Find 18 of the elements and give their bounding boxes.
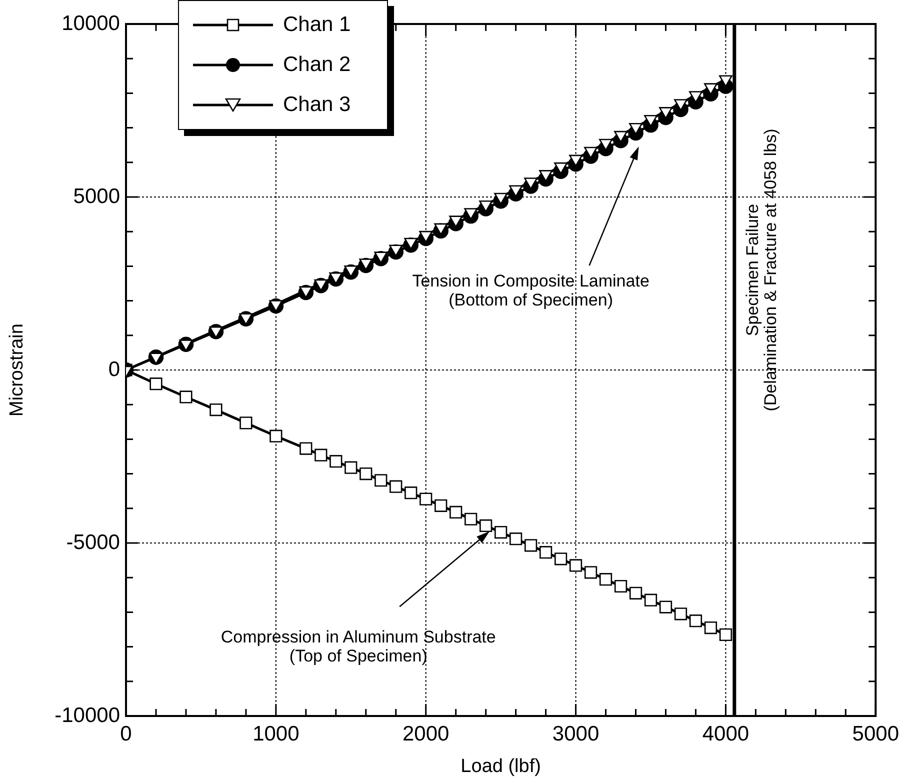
y-tick-label: 5000 [73, 184, 120, 208]
x-tick-label: 3000 [552, 722, 600, 746]
x-tick-label: 5000 [852, 722, 899, 746]
annotation: Tension in Composite Laminate (Bottom of Specimen) [412, 271, 650, 310]
x-tick-label: 2000 [402, 722, 450, 746]
legend-label: Chan 2 [283, 53, 351, 77]
y-tick-label: -10000 [54, 704, 120, 727]
y-tick-label: -5000 [66, 530, 120, 554]
x-tick-label: 4000 [702, 722, 750, 746]
y-axis-title: Microstrain [6, 324, 28, 416]
y-tick-label: 10000 [62, 12, 120, 35]
x-axis-title: Load (lbf) [460, 756, 541, 777]
y-tick-label: 0 [108, 358, 120, 381]
annotation: Compression in Aluminum Substrate (Top of Specimen) [220, 628, 496, 666]
legend-label: Chan 1 [283, 13, 351, 37]
x-tick-label: 1000 [252, 722, 300, 746]
ref-line-label: Specimen Failure (Delamination & Fracture at 4058 lbs) [743, 128, 780, 412]
legend-label: Chan 3 [283, 93, 351, 117]
